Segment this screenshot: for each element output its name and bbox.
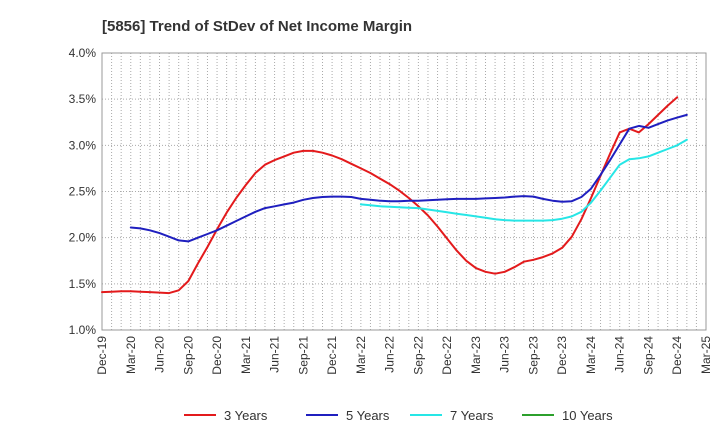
series-line-3-years [101,96,679,295]
x-tick-label: Jun-23 [498,336,512,373]
x-tick-label: Sep-22 [411,336,425,375]
x-tick-label: Mar-25 [699,336,713,374]
x-tick-label: Mar-20 [124,336,138,374]
x-tick-label: Sep-21 [296,336,310,375]
legend-label: 5 Years [346,408,390,423]
x-tick-label: Dec-20 [210,336,224,375]
x-tick-label: Dec-24 [670,336,684,375]
x-tick-label: Mar-21 [239,336,253,374]
x-tick-label: Dec-22 [440,336,454,375]
legend-label: 3 Years [224,408,268,423]
x-tick-label: Jun-21 [268,336,282,373]
chart-title: [5856] Trend of StDev of Net Income Marg… [102,18,412,35]
x-tick-label: Sep-24 [641,336,655,375]
y-tick-label: 2.5% [69,185,97,199]
x-tick-label: Jun-22 [383,336,397,373]
series-lines [101,96,688,295]
x-axis: Dec-19 Mar-20 Jun-20 Sep-20 Dec-20 Mar-21 Jun-… [95,336,713,375]
x-tick-label: Sep-20 [181,336,195,375]
x-tick-label: Dec-21 [325,336,339,375]
x-tick-label: Jun-20 [153,336,167,373]
x-tick-label: Sep-23 [526,336,540,375]
y-tick-label: 1.0% [69,323,97,337]
x-tick-label: Dec-19 [95,336,109,375]
series-line-5-years [129,113,688,243]
y-axis: 1.0% 1.5% 2.0% 2.5% 3.0% 3.5% 4.0% [69,46,97,337]
x-tick-label: Jun-24 [613,336,627,373]
series-line-7-years [359,138,688,222]
legend-label: 7 Years [450,408,494,423]
y-tick-label: 3.0% [69,138,97,152]
x-tick-label: Mar-24 [584,336,598,374]
x-tick-label: Mar-22 [354,336,368,374]
plot-area [101,52,707,331]
legend: 3 Years 5 Years 7 Years 10 Years [184,408,613,423]
x-tick-label: Dec-23 [555,336,569,375]
chart-grid [101,52,707,331]
x-tick-label: Mar-23 [469,336,483,374]
y-tick-label: 4.0% [69,46,97,60]
y-tick-label: 1.5% [69,277,97,291]
y-tick-label: 2.0% [69,231,97,245]
legend-label: 10 Years [562,408,613,423]
y-tick-label: 3.5% [69,92,97,106]
